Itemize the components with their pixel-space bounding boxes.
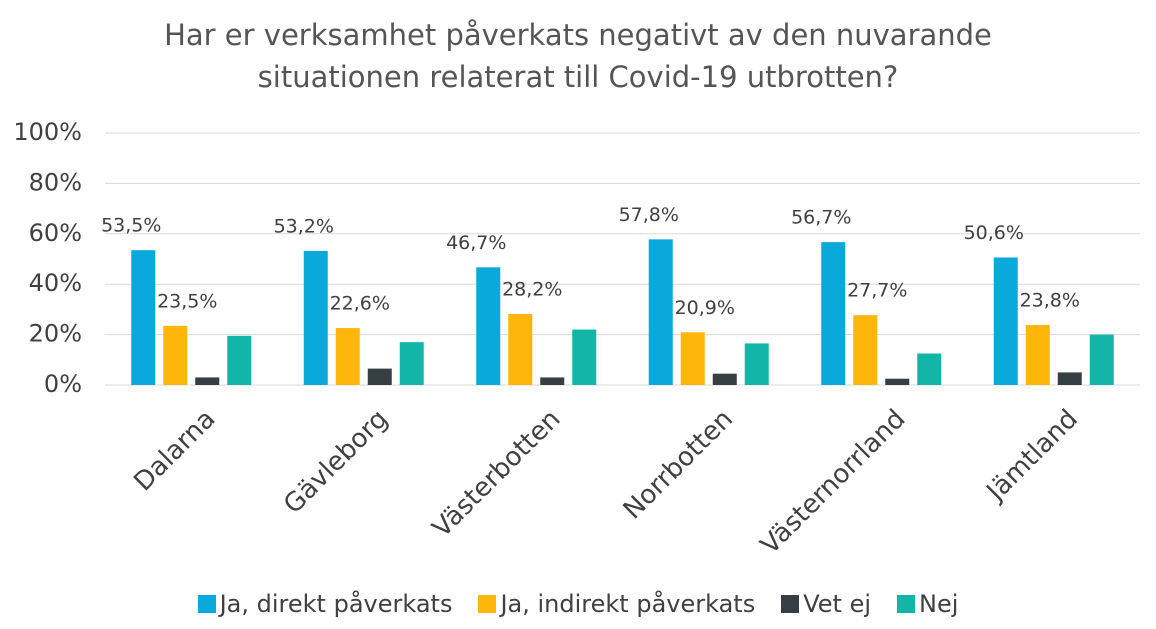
bar: [712, 373, 737, 385]
y-tick-label: 100%: [13, 118, 82, 146]
legend-item: Ja, direkt påverkats: [197, 590, 453, 618]
legend-label: Ja, indirekt påverkats: [500, 590, 756, 618]
bar: [195, 377, 220, 385]
legend-item: Ja, indirekt påverkats: [478, 590, 755, 618]
y-tick-label: 80%: [29, 168, 82, 196]
x-tick-label: Västerbotten: [427, 404, 567, 544]
bar: [367, 368, 392, 385]
x-tick-label: Dalarna: [128, 404, 221, 497]
data-label: 20,9%: [675, 297, 735, 319]
bar: [335, 328, 360, 385]
legend: Ja, direkt påverkats Ja, indirekt påverka…: [0, 590, 1156, 618]
legend-item: Vet ej: [781, 590, 871, 618]
data-label: 23,5%: [157, 290, 217, 312]
bar: [540, 377, 565, 385]
bar: [163, 325, 188, 385]
bar: [572, 329, 597, 385]
data-label: 57,8%: [619, 204, 679, 226]
legend-label: Ja, direkt påverkats: [219, 590, 453, 618]
bar: [131, 250, 156, 385]
bar: [227, 335, 252, 385]
x-tick-label: Gävleborg: [278, 404, 394, 520]
bar: [648, 239, 673, 385]
data-label: 23,8%: [1020, 290, 1080, 312]
bar: [821, 242, 846, 385]
data-label: 46,7%: [446, 232, 506, 254]
legend-label: Vet ej: [803, 590, 872, 618]
legend-swatch: [781, 595, 800, 613]
bar: [508, 313, 533, 385]
bar: [993, 257, 1018, 385]
legend-swatch: [897, 595, 916, 613]
bar: [744, 343, 769, 385]
legend-swatch: [478, 595, 497, 613]
data-label: 27,7%: [847, 280, 907, 302]
bar: [1089, 334, 1114, 385]
data-label: 56,7%: [791, 207, 851, 229]
data-label: 53,2%: [274, 215, 334, 237]
x-tick-label: Jämtland: [980, 404, 1084, 508]
legend-swatch: [197, 595, 216, 613]
y-tick-label: 40%: [29, 269, 82, 297]
y-tick-label: 60%: [29, 219, 82, 247]
x-tick-label: Västernorrland: [755, 404, 911, 560]
bar: [917, 353, 942, 385]
legend-label: Nej: [919, 590, 959, 618]
legend-item: Nej: [897, 590, 958, 618]
y-tick-label: 0%: [44, 370, 82, 398]
bar: [303, 250, 328, 385]
x-tick-label: Norrbotten: [618, 404, 739, 525]
bar: [853, 315, 878, 385]
y-tick-label: 20%: [29, 320, 82, 348]
bar: [1057, 372, 1082, 385]
bar: [399, 342, 424, 385]
bar: [1025, 325, 1050, 385]
chart-title: Har er verksamhet påverkats negativt av …: [164, 18, 992, 94]
bar: [680, 332, 705, 385]
data-label: 22,6%: [330, 293, 390, 315]
data-label: 28,2%: [502, 278, 562, 300]
bar: [476, 267, 501, 385]
data-label: 50,6%: [964, 222, 1024, 244]
data-label: 53,5%: [101, 215, 161, 237]
bar: [885, 378, 910, 385]
